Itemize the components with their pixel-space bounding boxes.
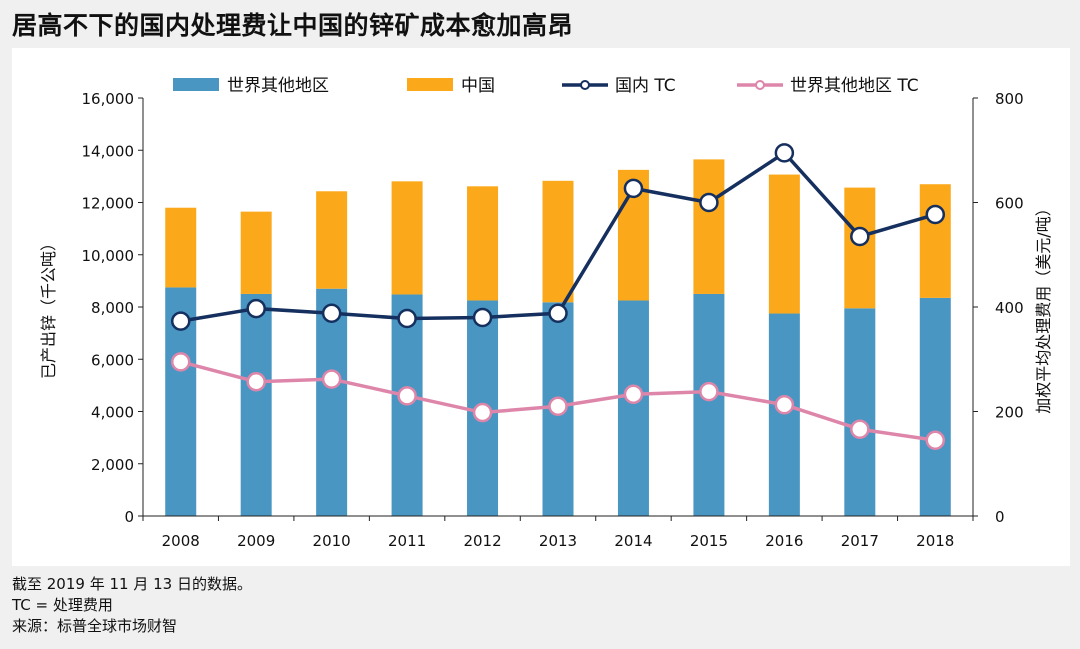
left-tick-label: 10,000 xyxy=(82,247,135,265)
bar-rest-of-world-2009 xyxy=(240,293,272,516)
left-tick-label: 4,000 xyxy=(91,404,134,422)
bar-rest-of-world-2014 xyxy=(617,300,649,516)
bar-china-2008 xyxy=(165,207,197,288)
right-tick-label: 600 xyxy=(995,195,1024,213)
legend-marker-domestic-tc xyxy=(580,80,590,90)
bar-china-2012 xyxy=(467,186,499,301)
right-tick-label: 400 xyxy=(995,299,1024,317)
x-tick-label: 2010 xyxy=(313,532,351,550)
left-tick-label: 16,000 xyxy=(82,90,135,108)
right-axis-title: 加权平均处理费用（美元/吨） xyxy=(1034,200,1053,413)
x-tick-label: 2013 xyxy=(539,532,577,550)
chart-panel: 0 2,000 4,000 6,000 8,000 10,000 12,000 14,000 1… xyxy=(12,48,1070,566)
footnote-date: 截至 2019 年 11 月 13 日的数据。 xyxy=(12,575,252,593)
bar-rest-of-world-2018 xyxy=(919,297,951,516)
world-tc-point-2010 xyxy=(321,369,342,389)
bar-rest-of-world-2015 xyxy=(693,293,725,516)
legend-label-china: 中国 xyxy=(461,76,495,96)
right-tick-label: 0 xyxy=(995,508,1005,526)
left-tick-label: 0 xyxy=(124,508,134,526)
x-tick-label: 2014 xyxy=(614,532,652,550)
footnote-source: 来源：标普全球市场财智 xyxy=(12,617,178,635)
chart: 0 2,000 4,000 6,000 8,000 10,000 12,000 14,000 1… xyxy=(39,76,1053,550)
domestic-tc-point-2010 xyxy=(321,303,342,324)
bar-china-2016 xyxy=(768,174,800,314)
x-tick-label: 2017 xyxy=(841,532,879,550)
bar-rest-of-world-2010 xyxy=(316,288,348,516)
world-tc-point-2016 xyxy=(774,394,795,415)
world-tc-point-2013 xyxy=(548,396,568,417)
domestic-tc-point-2015 xyxy=(699,192,719,213)
world-tc-point-2017 xyxy=(850,419,870,440)
bar-china-2018 xyxy=(919,184,951,298)
legend-swatch-china xyxy=(407,78,453,91)
legend-marker-world-tc xyxy=(755,80,765,90)
left-tick-label: 8,000 xyxy=(91,299,134,317)
x-tick-label: 2012 xyxy=(463,532,501,550)
legend-label-rest-of-world: 世界其他地区 xyxy=(227,76,329,96)
domestic-tc-point-2008 xyxy=(170,311,191,331)
world-tc-point-2008 xyxy=(170,352,191,372)
x-tick-label: 2011 xyxy=(388,532,426,550)
world-tc-point-2015 xyxy=(699,381,719,402)
x-tick-label: 2016 xyxy=(765,532,803,550)
x-tick-label: 2009 xyxy=(237,532,275,550)
bar-china-2013 xyxy=(542,180,574,303)
world-tc-point-2009 xyxy=(246,371,266,392)
world-tc-point-2014 xyxy=(623,384,644,405)
domestic-tc-point-2017 xyxy=(850,226,870,247)
left-axis-title: 已产出锌（千公吨） xyxy=(39,235,58,379)
domestic-tc-point-2016 xyxy=(774,143,795,163)
left-tick-label: 12,000 xyxy=(82,195,135,213)
legend-label-world-tc: 世界其他地区 TC xyxy=(790,76,919,96)
legend-label-domestic-tc: 国内 TC xyxy=(615,76,676,96)
domestic-tc-point-2009 xyxy=(246,298,266,319)
x-tick-label: 2015 xyxy=(690,532,728,550)
bar-china-2009 xyxy=(240,211,272,294)
footnote-tc-definition: TC = 处理费用 xyxy=(12,596,113,614)
domestic-tc-point-2011 xyxy=(397,308,417,329)
domestic-tc-point-2012 xyxy=(472,307,493,328)
world-tc-point-2011 xyxy=(397,386,417,406)
bar-china-2015 xyxy=(693,159,725,294)
x-tick-label: 2018 xyxy=(916,532,954,550)
page-title: 居高不下的国内处理费让中国的锌矿成本愈加高昂 xyxy=(12,11,574,40)
domestic-tc-point-2018 xyxy=(925,204,946,225)
bar-china-2017 xyxy=(844,187,876,309)
bar-rest-of-world-2016 xyxy=(768,313,800,516)
right-tick-label: 800 xyxy=(995,90,1024,108)
world-tc-point-2018 xyxy=(925,430,946,450)
footnotes: 截至 2019 年 11 月 13 日的数据。 TC = 处理费用 来源：标普全… xyxy=(12,574,252,637)
legend-swatch-rest-of-world xyxy=(173,78,219,91)
bar-china-2010 xyxy=(316,191,348,289)
bar-rest-of-world-2017 xyxy=(844,308,876,516)
x-tick-label: 2008 xyxy=(162,532,200,550)
left-tick-label: 2,000 xyxy=(91,456,134,474)
left-tick-label: 6,000 xyxy=(91,351,134,369)
domestic-tc-point-2013 xyxy=(548,303,568,324)
left-tick-label: 14,000 xyxy=(82,142,135,160)
world-tc-point-2012 xyxy=(472,402,493,423)
right-tick-label: 200 xyxy=(995,404,1024,422)
domestic-tc-point-2014 xyxy=(623,178,644,199)
bar-china-2011 xyxy=(391,181,423,295)
